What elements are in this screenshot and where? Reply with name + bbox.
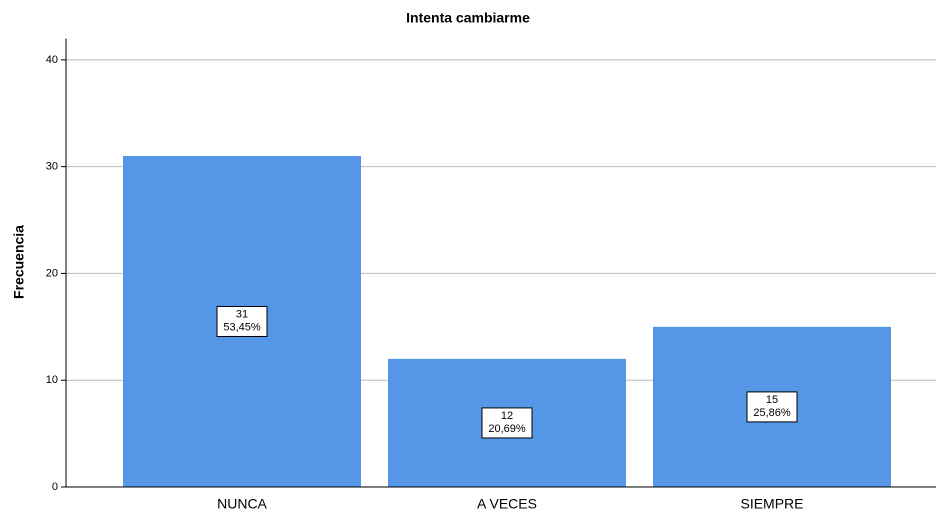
data-label-box — [216, 305, 268, 337]
data-label: 12 — [501, 410, 513, 422]
y-tick-label: 40 — [46, 54, 58, 66]
y-tick-label: 30 — [46, 161, 58, 173]
x-tick-label: NUNCA — [217, 496, 267, 512]
data-label: 31 — [236, 308, 248, 320]
y-tick-label: 10 — [46, 374, 58, 386]
x-tick-label: SIEMPRE — [740, 496, 803, 512]
y-tick-label: 0 — [52, 481, 58, 493]
data-label-box — [746, 391, 798, 423]
percent-label: 53,45% — [223, 321, 261, 333]
percent-label: 20,69% — [488, 423, 526, 435]
percent-label: 25,86% — [753, 407, 791, 419]
chart-title: Intenta cambiarme — [406, 10, 530, 26]
data-label-box — [481, 407, 533, 439]
y-tick-label: 20 — [46, 267, 58, 279]
data-label: 15 — [766, 394, 778, 406]
x-tick-label: A VECES — [477, 496, 537, 512]
y-axis-label: Frecuencia — [11, 225, 27, 299]
